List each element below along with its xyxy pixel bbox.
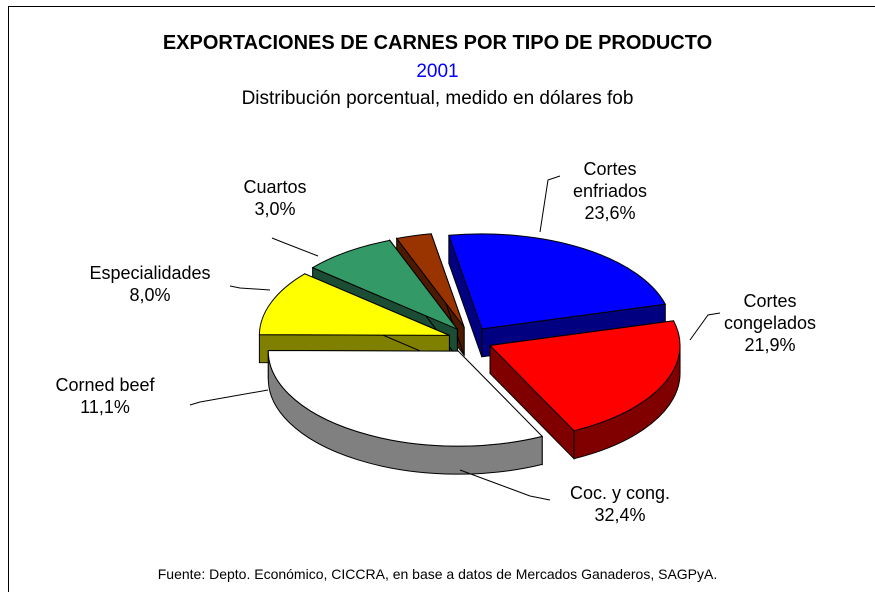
pie: [258, 233, 681, 475]
value-label: 32,4%: [594, 505, 646, 525]
leader-line: [229, 285, 271, 291]
category-label: Cortes enfriados: [572, 159, 648, 201]
slice-label: Corned beef 11,1%: [20, 374, 190, 418]
category-label: Cortes congelados: [723, 291, 817, 333]
slice-top: [488, 320, 681, 432]
leader-line: [271, 237, 319, 257]
slice: [267, 349, 544, 475]
leader-line: [189, 389, 269, 406]
slice-label: Cortes enfriados 23,6%: [560, 158, 660, 224]
slice-top: [267, 349, 544, 447]
value-label: 8,0%: [129, 285, 171, 305]
slice-label: Cortes congelados 21,9%: [720, 290, 820, 356]
slice-label: Cuartos 3,0%: [215, 176, 335, 220]
category-label: Cuartos: [243, 177, 307, 197]
value-label: 23,6%: [584, 203, 636, 223]
category-label: Coc. y cong.: [569, 483, 671, 503]
category-label: Especialidades: [89, 263, 211, 283]
slice-label: Coc. y cong. 32,4%: [545, 482, 695, 526]
frame: [8, 6, 875, 592]
leader-line: [689, 312, 721, 341]
chart-description: Distribución porcentual, medido en dólar…: [241, 88, 634, 109]
category-label: Corned beef: [55, 375, 155, 395]
chart-subtitle: 2001: [416, 61, 459, 82]
slice-label: Especialidades 8,0%: [60, 262, 240, 306]
slice-top: [395, 233, 465, 328]
leader-lines: [189, 175, 721, 501]
value-label: 3,0%: [254, 199, 296, 219]
leader-line: [539, 175, 561, 233]
value-label: 21,9%: [744, 335, 796, 355]
value-label: 11,1%: [80, 397, 130, 417]
leader-line: [459, 469, 551, 501]
slice-top: [258, 273, 450, 336]
chart-title: EXPORTACIONES DE CARNES POR TIPO DE PROD…: [162, 32, 713, 54]
slice: [488, 320, 681, 460]
slice-top: [448, 233, 667, 330]
chart-source: Fuente: Depto. Económico, CICCRA, en bas…: [157, 566, 718, 582]
slice-top: [311, 239, 459, 331]
